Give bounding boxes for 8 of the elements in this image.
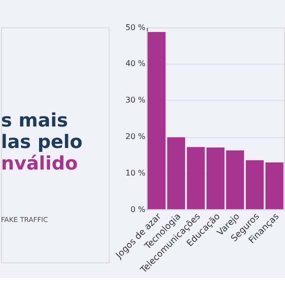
y-tick-label: 20 % [126, 132, 146, 142]
y-tick-label: 0 % [130, 204, 146, 214]
y-tick-label: 10 % [126, 168, 146, 178]
text: nválido [0, 153, 78, 174]
y-tick-label: 40 % [126, 59, 146, 68]
y-tick-label: 30 % [126, 96, 146, 105]
text: s mais las pelo [0, 110, 83, 153]
y-tick-label: 50 % [126, 22, 146, 32]
